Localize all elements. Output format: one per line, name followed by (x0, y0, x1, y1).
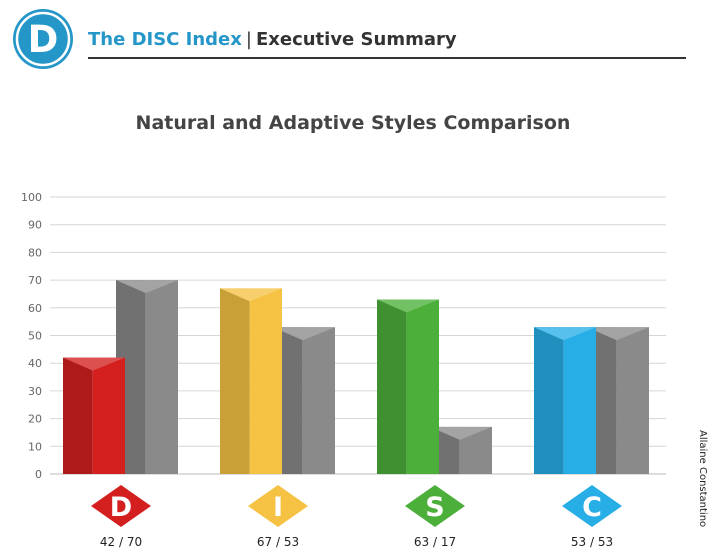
header-rule (88, 57, 686, 59)
adaptive-bar-S-top (430, 426, 492, 440)
adaptive-bar-I-front (302, 327, 335, 474)
natural-bar-I-top (220, 288, 282, 302)
natural-bar-C-side (534, 327, 564, 474)
category-label-S: S (425, 492, 444, 523)
author-name: Allaine Constantino (697, 430, 708, 528)
adaptive-bar-C (587, 327, 649, 474)
adaptive-bar-C-front (616, 327, 649, 474)
natural-bar-C (534, 327, 596, 474)
section-title: Executive Summary (255, 29, 457, 50)
adaptive-bar-D-front (145, 280, 178, 474)
category-badge-S: S (405, 485, 465, 527)
y-tick-label: 30 (28, 385, 42, 398)
adaptive-bar-I-top (273, 327, 335, 341)
natural-bar-D (63, 357, 125, 474)
natural-bar-I-front (249, 288, 282, 474)
y-tick-label: 60 (28, 302, 42, 315)
y-tick-label: 70 (28, 274, 42, 287)
adaptive-bar-D (116, 280, 178, 474)
y-tick-label: 90 (28, 219, 42, 232)
brand-name: The DISC Index (88, 29, 242, 50)
bars-group (63, 280, 649, 474)
styles-comparison-chart: 0 10 20 30 40 50 60 70 80 90 100 D 42 / 70 I 67 / 53 S… (21, 191, 666, 549)
disc-logo: D (13, 9, 73, 69)
adaptive-bar-D-top (116, 280, 178, 294)
y-tick-label: 0 (35, 468, 42, 481)
y-tick-label: 20 (28, 413, 42, 426)
y-tick-label: 40 (28, 357, 42, 370)
category-label-C: C (582, 492, 602, 523)
y-tick-label: 50 (28, 330, 42, 343)
adaptive-bar-I (273, 327, 335, 474)
y-tick-label: 100 (21, 191, 42, 204)
natural-bar-S-side (377, 299, 407, 474)
natural-bar-D-side (63, 357, 93, 474)
natural-bar-S-top (377, 299, 439, 313)
category-label-D: D (110, 492, 132, 523)
value-label-C: 53 / 53 (571, 535, 613, 549)
category-label-I: I (273, 492, 283, 523)
value-label-S: 63 / 17 (414, 535, 456, 549)
badge-diamond-I (248, 485, 308, 527)
y-tick-label: 10 (28, 440, 42, 453)
logo-inner-ring (15, 11, 71, 67)
badge-diamond-D (91, 485, 151, 527)
natural-bar-C-front (563, 327, 596, 474)
value-label-I: 67 / 53 (257, 535, 299, 549)
natural-bar-S-front (406, 299, 439, 474)
natural-bar-I-side (220, 288, 250, 474)
category-badges: D 42 / 70 I 67 / 53 S 63 / 17 C 53 / 53 (91, 485, 622, 549)
category-badge-I: I (248, 485, 308, 527)
y-tick-label: 80 (28, 246, 42, 259)
logo-letter: D (28, 18, 59, 61)
natural-bar-S (377, 299, 439, 474)
category-badge-C: C (562, 485, 622, 527)
natural-bar-D-front (92, 357, 125, 474)
value-label-D: 42 / 70 (100, 535, 142, 549)
natural-bar-D-top (63, 357, 125, 371)
badge-diamond-S (405, 485, 465, 527)
header-separator: | (245, 29, 252, 50)
natural-bar-I (220, 288, 282, 474)
category-badge-D: D (91, 485, 151, 527)
logo-outer-circle (13, 9, 73, 69)
chart-title: Natural and Adaptive Styles Comparison (135, 112, 571, 134)
header-title: The DISC Index | Executive Summary (88, 28, 457, 52)
badge-diamond-C (562, 485, 622, 527)
natural-bar-C-top (534, 327, 596, 341)
adaptive-bar-S (430, 426, 492, 474)
adaptive-bar-C-top (587, 327, 649, 341)
